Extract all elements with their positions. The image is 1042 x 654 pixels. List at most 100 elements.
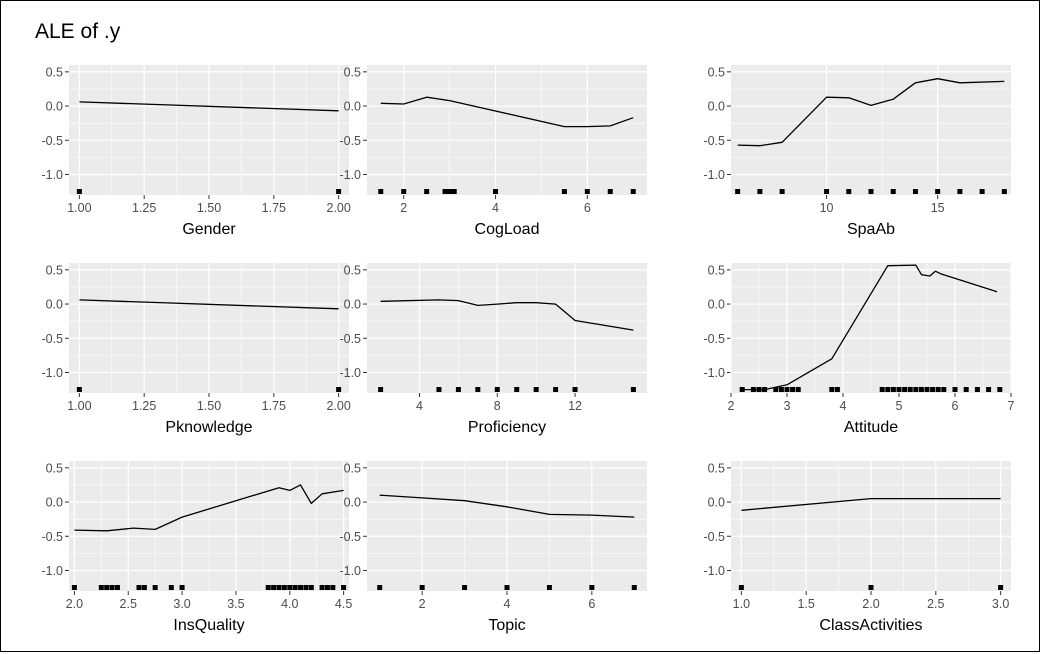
y-tick-label: -0.5 bbox=[703, 332, 725, 346]
y-tick-label: 0.0 bbox=[46, 100, 63, 114]
ale-panel-1: 0.5 0.0 -0.5 -1.0 1.00 1.25 1.50 1.75 2.00 Gender bbox=[41, 65, 351, 238]
rug-mark bbox=[607, 189, 613, 194]
ale-line bbox=[380, 299, 634, 331]
rug-mark bbox=[447, 189, 453, 194]
y-tick-label: 0.0 bbox=[46, 496, 63, 510]
y-tick-label: -0.5 bbox=[339, 134, 361, 148]
y-tick-label: -1.0 bbox=[703, 366, 725, 380]
y-tick-label: -1.0 bbox=[41, 168, 63, 182]
rug-mark bbox=[879, 387, 885, 392]
rug-mark bbox=[475, 387, 481, 392]
x-tick-label: 12 bbox=[568, 399, 582, 413]
y-tick-label: -0.5 bbox=[41, 530, 63, 544]
y-tick-label: 0.5 bbox=[344, 263, 361, 277]
y-tick-label: 0.5 bbox=[344, 461, 361, 475]
rug-mark bbox=[308, 585, 314, 590]
panel-background bbox=[367, 65, 647, 195]
rug-mark bbox=[319, 585, 325, 590]
rug-mark bbox=[494, 387, 500, 392]
rug-mark bbox=[930, 387, 936, 392]
x-tick-label: 5 bbox=[896, 399, 903, 413]
rug-mark bbox=[998, 585, 1004, 590]
y-tick-label: 0.0 bbox=[46, 298, 63, 312]
rug-mark bbox=[735, 189, 741, 194]
x-tick-label: 4.0 bbox=[281, 597, 298, 611]
y-tick-label: -1.0 bbox=[41, 564, 63, 578]
y-tick-label: -0.5 bbox=[703, 134, 725, 148]
y-tick-label: -0.5 bbox=[339, 332, 361, 346]
rug-mark bbox=[630, 189, 636, 194]
rug-mark bbox=[986, 387, 992, 392]
rug-mark bbox=[795, 387, 801, 392]
rug-mark bbox=[276, 585, 282, 590]
rug-mark bbox=[1001, 189, 1007, 194]
x-tick-label: 1.50 bbox=[197, 201, 221, 215]
y-tick-label: -1.0 bbox=[339, 366, 361, 380]
x-tick-label: 3.0 bbox=[992, 597, 1009, 611]
rug-mark bbox=[98, 585, 104, 590]
y-tick-label: -1.0 bbox=[339, 168, 361, 182]
rug-mark bbox=[455, 387, 461, 392]
rug-mark bbox=[533, 387, 539, 392]
ale-panel-3: 0.5 0.0 -0.5 -1.0 10 15 SpaAb bbox=[703, 65, 1011, 238]
rug-mark bbox=[912, 189, 918, 194]
rug-mark bbox=[974, 387, 980, 392]
rug-mark bbox=[589, 585, 595, 590]
rug-mark bbox=[436, 387, 442, 392]
y-tick-label: 0.5 bbox=[708, 461, 725, 475]
rug-mark bbox=[71, 585, 77, 590]
y-tick-label: -1.0 bbox=[703, 564, 725, 578]
rug-mark bbox=[979, 189, 985, 194]
rug-mark bbox=[141, 585, 147, 590]
rug-mark bbox=[179, 585, 185, 590]
rug-mark bbox=[514, 387, 520, 392]
ale-line bbox=[79, 299, 339, 310]
ale-line bbox=[79, 101, 339, 112]
x-tick-label: 4 bbox=[504, 597, 511, 611]
y-tick-label: 0.0 bbox=[344, 100, 361, 114]
rug-mark bbox=[572, 387, 578, 392]
y-tick-label: 0.5 bbox=[46, 65, 63, 79]
rug-mark bbox=[341, 585, 347, 590]
rug-mark bbox=[885, 387, 891, 392]
ale-panel-6: 0.5 0.0 -0.5 -1.0 2 3 4 5 6 7 Attitude bbox=[703, 263, 1015, 436]
rug-mark bbox=[846, 189, 852, 194]
x-tick-label: 1.25 bbox=[132, 399, 156, 413]
x-tick-label: 3.0 bbox=[173, 597, 190, 611]
y-tick-label: -0.5 bbox=[703, 530, 725, 544]
rug-mark bbox=[109, 585, 115, 590]
rug-mark bbox=[907, 387, 913, 392]
panel-background bbox=[731, 65, 1011, 195]
y-tick-label: -1.0 bbox=[703, 168, 725, 182]
x-tick-label: 2.0 bbox=[862, 597, 879, 611]
x-tick-label: 6 bbox=[584, 201, 591, 215]
rug-mark bbox=[419, 585, 425, 590]
x-tick-label: 4 bbox=[416, 399, 423, 413]
rug-mark bbox=[738, 585, 744, 590]
x-tick-label: 10 bbox=[820, 201, 834, 215]
rug-mark bbox=[451, 189, 457, 194]
rug-mark bbox=[546, 585, 552, 590]
rug-mark bbox=[401, 189, 407, 194]
rug-mark bbox=[271, 585, 277, 590]
ale-line bbox=[380, 96, 634, 128]
ale-line bbox=[74, 484, 344, 532]
x-tick-label: 4 bbox=[840, 399, 847, 413]
ale-panel-5: 0.5 0.0 -0.5 -1.0 4 8 12 Proficiency bbox=[339, 263, 647, 436]
x-axis-label: Pknowledge bbox=[165, 419, 252, 436]
rug-mark bbox=[963, 387, 969, 392]
rug-mark bbox=[997, 387, 1003, 392]
rug-mark bbox=[378, 189, 384, 194]
rug-mark bbox=[824, 189, 830, 194]
x-tick-label: 1.5 bbox=[797, 597, 814, 611]
rug-mark bbox=[493, 189, 499, 194]
x-tick-label: 2.5 bbox=[927, 597, 944, 611]
x-tick-label: 1.50 bbox=[197, 399, 221, 413]
x-tick-label: 7 bbox=[1008, 399, 1015, 413]
x-axis-label: SpaAb bbox=[847, 221, 895, 238]
x-tick-label: 15 bbox=[931, 201, 945, 215]
rug-mark bbox=[330, 585, 336, 590]
x-tick-label: 3.5 bbox=[227, 597, 244, 611]
